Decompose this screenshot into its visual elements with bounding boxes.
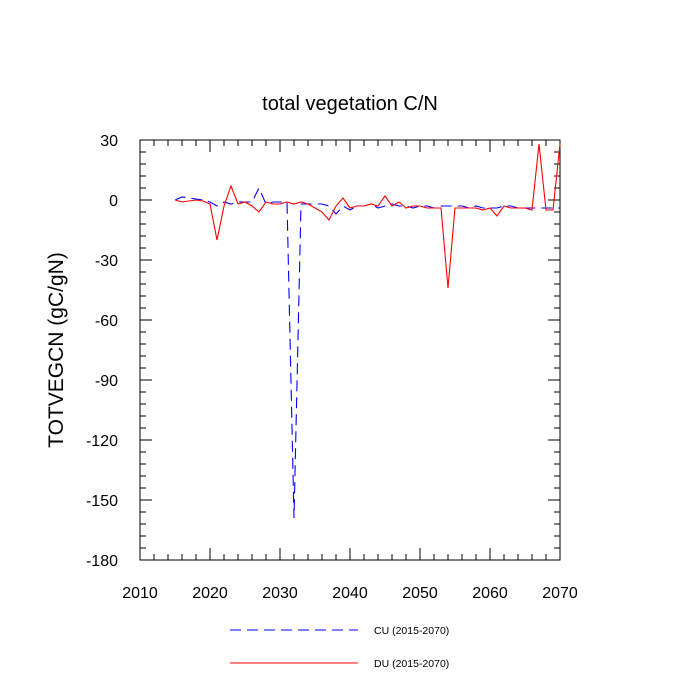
series-line-0 (174, 186, 560, 519)
y-axis-label: TOTVEGCN (gC/gN) (45, 252, 68, 448)
series-line-1 (174, 143, 561, 289)
y-tick-label: -120 (86, 433, 118, 450)
chart-title: total vegetation C/N (262, 93, 438, 115)
x-tick-label: 2010 (122, 585, 158, 602)
legend-label: CU (2015-2070) (374, 625, 449, 637)
x-tick-label: 2030 (262, 585, 298, 602)
axis-ticks: 2010 2020 2030 2040 2050 2060 2070 30 0 -30 -60 -90… (86, 133, 578, 602)
y-tick-label: -30 (95, 253, 118, 270)
y-tick-label: 30 (100, 133, 118, 150)
legend: CU (2015-2070) DU (2015-2070) (230, 625, 449, 670)
y-tick-label: 0 (109, 193, 118, 210)
y-tick-label: -60 (95, 313, 118, 330)
plot-frame (139, 139, 561, 561)
legend-label: DU (2015-2070) (374, 658, 449, 670)
y-tick-label: -90 (95, 373, 118, 390)
x-tick-label: 2040 (332, 585, 368, 602)
x-tick-label: 2070 (542, 585, 578, 602)
x-tick-label: 2020 (192, 585, 228, 602)
y-tick-label: -150 (86, 493, 118, 510)
x-tick-label: 2050 (402, 585, 438, 602)
x-tick-label: 2060 (472, 585, 508, 602)
series-group (174, 143, 561, 519)
y-tick-label: -180 (86, 553, 118, 570)
